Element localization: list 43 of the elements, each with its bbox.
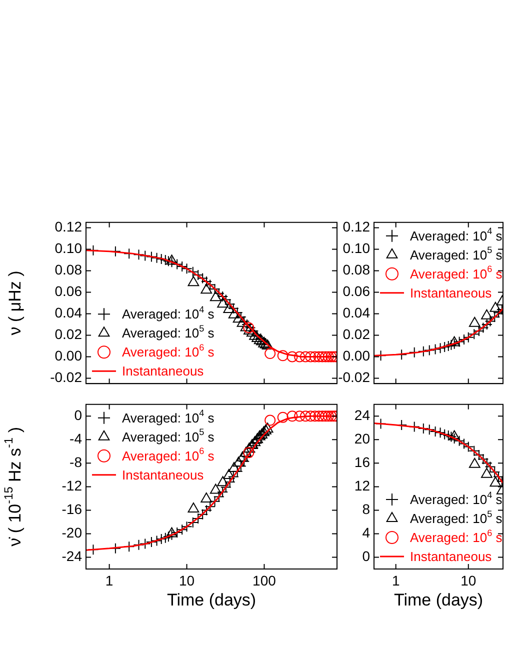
y-tick-label: 0.04: [342, 304, 370, 321]
y-tick-label: 12: [354, 478, 370, 494]
legend-label: Instantaneous: [122, 364, 204, 379]
legend-label: Instantaneous: [410, 549, 492, 564]
y-tick-label: -8: [70, 454, 82, 470]
y-tick-label: -0.02: [338, 369, 370, 386]
x-tick-label: 1: [392, 572, 400, 588]
y-tick-label: 0.10: [342, 240, 370, 256]
y-tick-label: -12: [62, 478, 82, 494]
y-tick-label: 0.00: [342, 348, 370, 364]
y-tick-label: 20: [354, 430, 370, 447]
y-tick-label: -4: [70, 430, 82, 447]
y-tick-label: 0.10: [54, 240, 82, 256]
x-tick-label: 1: [105, 572, 114, 588]
y-tick-label: 0.12: [342, 218, 370, 235]
y-tick-label: 24: [354, 407, 370, 424]
y-tick-label: 0: [362, 548, 370, 564]
y-tick-label: 0.02: [54, 326, 82, 342]
y-tick-label: 4: [362, 524, 370, 541]
y-tick-label: 0.12: [54, 218, 82, 235]
y-tick-label: -20: [62, 524, 82, 541]
y-tick-label: 0.04: [54, 304, 82, 321]
y-tick-label: 0.02: [342, 326, 370, 342]
y-tick-label: 0.08: [342, 262, 370, 278]
x-axis-title: Time (days): [166, 590, 256, 610]
y-tick-label: -16: [62, 501, 82, 518]
legend-label: Instantaneous: [410, 285, 492, 300]
y-tick-label: 16: [354, 454, 370, 470]
y-axis-title: ν̇ ( 10-15 Hz s-1 ): [1, 427, 25, 546]
y-tick-label: 0: [74, 407, 82, 424]
x-tick-label: 10: [460, 572, 476, 588]
x-axis-title: Time (days): [394, 590, 484, 610]
y-tick-label: 8: [362, 501, 370, 518]
y-tick-label: 0.00: [54, 348, 82, 364]
y-tick-label: 0.08: [54, 262, 82, 278]
legend-label: Instantaneous: [122, 467, 204, 482]
y-axis-title: ν ( μHz ): [6, 270, 25, 336]
y-tick-label: 0.06: [54, 283, 82, 300]
y-tick-label: 0.06: [342, 283, 370, 300]
x-tick-label: 10: [178, 572, 195, 588]
x-tick-label: 100: [252, 572, 276, 588]
y-tick-label: -24: [62, 548, 82, 564]
y-tick-label: -0.02: [50, 369, 82, 386]
